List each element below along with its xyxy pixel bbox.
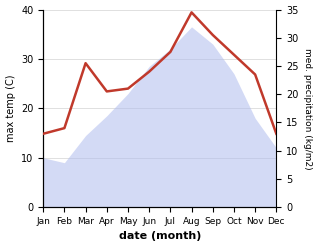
X-axis label: date (month): date (month): [119, 231, 201, 242]
Y-axis label: max temp (C): max temp (C): [5, 75, 16, 142]
Y-axis label: med. precipitation (kg/m2): med. precipitation (kg/m2): [303, 48, 313, 169]
